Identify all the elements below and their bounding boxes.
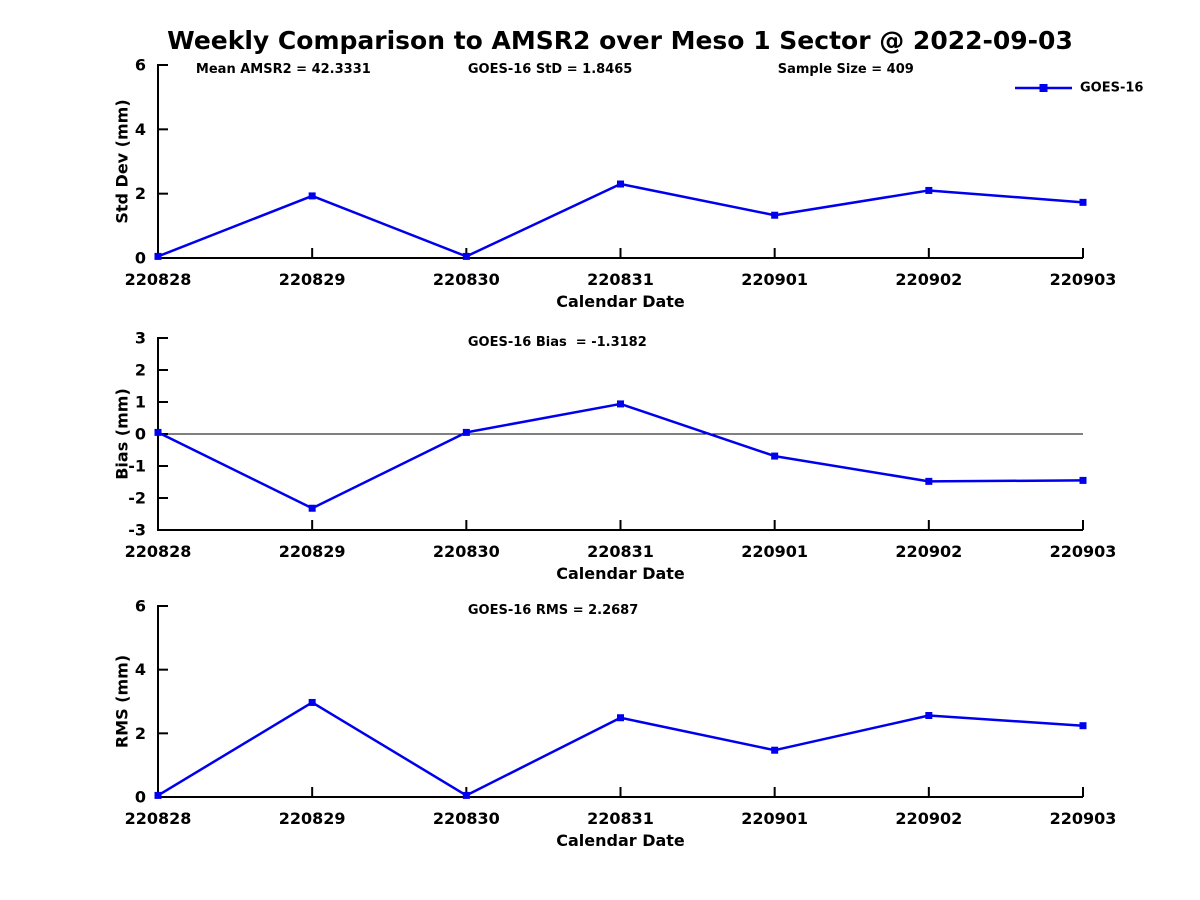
data-point-marker <box>771 746 779 754</box>
x-tick-label: 220829 <box>279 542 346 561</box>
x-tick-label: 220830 <box>433 542 500 561</box>
data-point-marker <box>771 211 779 219</box>
x-tick-label: 220903 <box>1050 270 1117 289</box>
y-tick-label: 6 <box>135 597 146 616</box>
data-point-marker <box>771 452 779 460</box>
x-tick-label: 220828 <box>125 542 192 561</box>
legend-label: GOES-16 <box>1080 81 1143 96</box>
data-point-marker <box>1079 476 1087 484</box>
data-line <box>156 402 1085 510</box>
y-tick-label: 4 <box>135 120 146 139</box>
y-tick-label: 0 <box>135 788 146 807</box>
y-tick-label: 2 <box>135 724 146 743</box>
chart-annotation: GOES-16 Bias = -1.3182 <box>468 335 647 350</box>
chart-annotation: GOES-16 RMS = 2.2687 <box>468 603 638 618</box>
x-tick-label: 220829 <box>279 270 346 289</box>
x-tick-label: 220902 <box>895 270 962 289</box>
x-tick-label: 220902 <box>895 542 962 561</box>
data-point-marker <box>308 192 316 200</box>
data-point-marker <box>1079 198 1087 206</box>
data-point-marker <box>462 428 470 436</box>
x-tick-label: 220901 <box>741 542 808 561</box>
data-point-marker <box>617 180 624 188</box>
x-tick-label: 220831 <box>587 270 654 289</box>
y-tick-label: 1 <box>135 393 146 412</box>
data-point-marker <box>617 714 624 722</box>
chart-annotation: Sample Size = 409 <box>778 62 914 77</box>
data-point-marker <box>154 252 162 260</box>
y-tick-label: -1 <box>128 457 146 476</box>
y-tick-label: 0 <box>135 249 146 268</box>
data-line <box>156 182 1085 258</box>
x-tick-label: 220903 <box>1050 809 1117 828</box>
y-axis-title: RMS (mm) <box>113 655 132 748</box>
data-point-marker <box>154 428 162 436</box>
y-tick-label: 6 <box>135 56 146 75</box>
x-tick-label: 220901 <box>741 809 808 828</box>
x-tick-label: 220902 <box>895 809 962 828</box>
y-tick-label: -2 <box>128 489 146 508</box>
y-axis-title: Bias (mm) <box>113 388 132 480</box>
figure-title: Weekly Comparison to AMSR2 over Meso 1 S… <box>167 26 1073 55</box>
y-tick-label: 0 <box>135 425 146 444</box>
x-axis-title: Calendar Date <box>556 564 685 583</box>
y-tick-label: 3 <box>135 329 146 348</box>
data-point-marker <box>462 791 470 799</box>
x-tick-label: 220831 <box>587 809 654 828</box>
y-tick-label: -3 <box>128 521 146 540</box>
x-tick-label: 220903 <box>1050 542 1117 561</box>
x-tick-label: 220830 <box>433 270 500 289</box>
legend-marker <box>1039 84 1048 92</box>
data-point-marker <box>308 504 316 512</box>
data-point-marker <box>462 252 470 260</box>
x-tick-label: 220901 <box>741 270 808 289</box>
data-point-marker <box>308 698 316 706</box>
data-point-marker <box>1079 722 1087 730</box>
x-tick-label: 220829 <box>279 809 346 828</box>
data-point-marker <box>925 712 933 720</box>
chart-annotation: GOES-16 StD = 1.8465 <box>468 62 632 77</box>
x-axis-title: Calendar Date <box>556 831 685 850</box>
data-point-marker <box>617 400 624 408</box>
y-tick-label: 2 <box>135 184 146 203</box>
data-point-marker <box>154 791 162 799</box>
x-tick-label: 220831 <box>587 542 654 561</box>
rms-chart: 0 2 4 6 220828 220829 220830 220831 220901 220902… <box>113 597 1117 851</box>
y-tick-label: 4 <box>135 660 146 679</box>
x-axis-title: Calendar Date <box>556 292 685 310</box>
y-tick-label: 2 <box>135 361 146 380</box>
bias-chart: -3 -2 -1 0 1 2 3 220828 220829 220830 220831 220901… <box>113 329 1117 584</box>
data-point-marker <box>925 477 933 485</box>
x-tick-label: 220828 <box>125 809 192 828</box>
x-tick-label: 220828 <box>125 270 192 289</box>
x-tick-label: 220830 <box>433 809 500 828</box>
data-point-marker <box>925 186 933 194</box>
chart-annotation: Mean AMSR2 = 42.3331 <box>196 62 371 77</box>
std-dev-chart: 0 2 4 6 220828 220829 220830 220831 220901 220902… <box>113 56 1144 311</box>
y-axis-title: Std Dev (mm) <box>113 99 132 223</box>
